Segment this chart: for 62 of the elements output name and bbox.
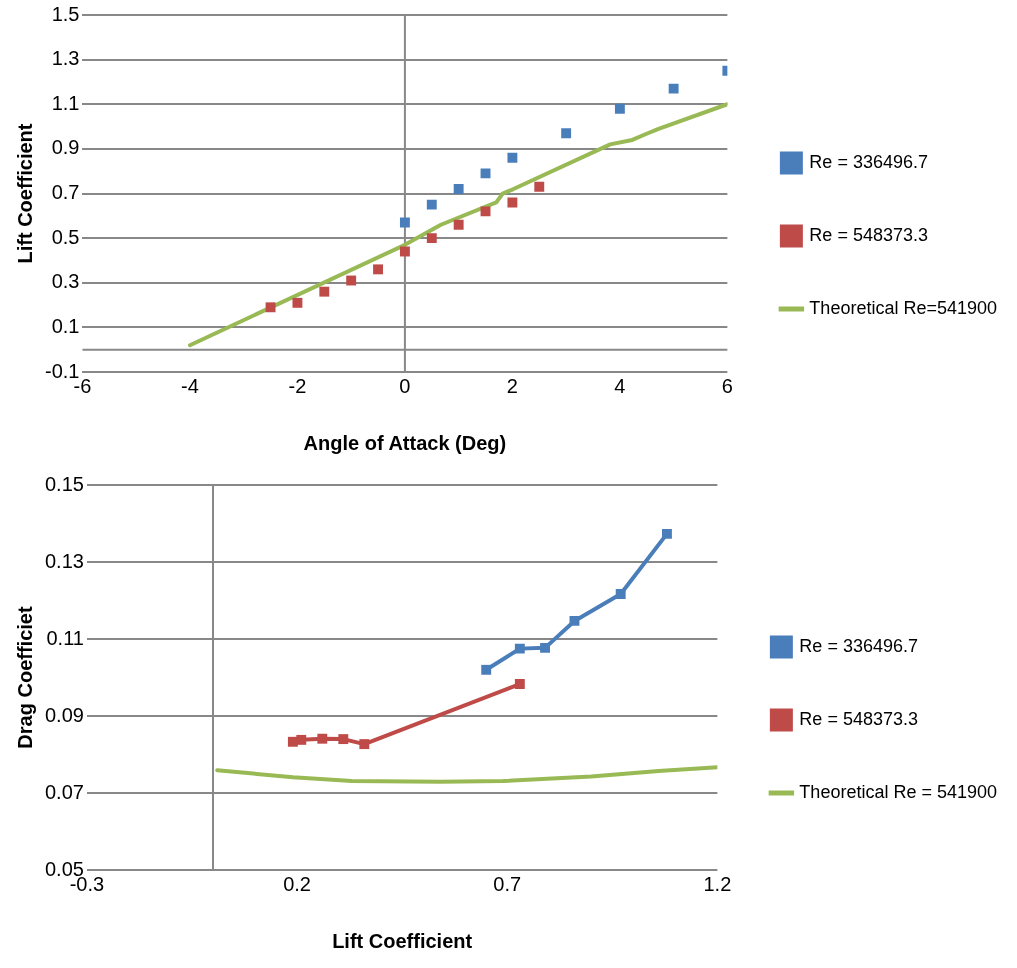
point: [426, 199, 437, 210]
point: [399, 246, 410, 257]
point: [292, 297, 303, 308]
point: [296, 734, 307, 745]
y-tick-label: 0.09: [44, 703, 84, 726]
y-tick-label: 0.11: [46, 626, 84, 649]
point: [481, 664, 492, 675]
point: [615, 589, 626, 599]
point: [399, 217, 410, 228]
y-tick-label: 1.5: [51, 2, 80, 25]
y-tick-label: 0.9: [51, 136, 80, 159]
y-axis-title: Drag Coefficiet: [13, 606, 36, 749]
point: [480, 168, 491, 179]
x-tick-label: 4: [614, 374, 626, 397]
point: [569, 615, 580, 626]
legend-label: Re = 548373.3: [799, 708, 918, 729]
x-axis-title: Lift Coefficient: [332, 929, 473, 952]
x-axis-title: Angle of Attack (Deg): [303, 431, 507, 454]
point: [359, 739, 370, 750]
point: [540, 642, 550, 653]
point: [338, 734, 349, 745]
point: [480, 206, 491, 217]
x-tick-label: 0: [399, 374, 411, 397]
point: [661, 528, 672, 539]
legend-label: Theoretical Re = 541900: [799, 781, 998, 802]
x-tick-label: -2: [288, 374, 307, 397]
x-tick-label: 1.2: [703, 872, 732, 895]
x-tick-label: 0.7: [493, 872, 522, 895]
y-tick-label: 0.3: [51, 270, 80, 293]
legend-label: Re = 336496.7: [799, 635, 918, 656]
point: [507, 152, 518, 163]
y-axis-title: Lift Coefficient: [13, 123, 36, 264]
point: [514, 679, 525, 689]
x-tick-label: 6: [721, 374, 733, 397]
x-tick-label: -4: [181, 374, 199, 397]
x-tick-label: 0.2: [283, 872, 311, 895]
y-tick-label: 0.1: [51, 314, 80, 337]
point: [346, 275, 357, 286]
point: [614, 103, 625, 114]
y-tick-label: 0.07: [44, 780, 84, 803]
legend-label: Theoretical Re=541900: [809, 297, 998, 318]
point: [561, 128, 572, 139]
y-tick-label: 1.3: [51, 47, 80, 70]
point: [534, 181, 545, 192]
point: [507, 197, 518, 208]
point: [668, 83, 679, 94]
point: [373, 264, 383, 275]
point: [453, 219, 464, 230]
y-tick-label: 0.15: [44, 472, 84, 495]
y-tick-label: 1.1: [51, 91, 80, 114]
point: [426, 233, 437, 244]
point: [453, 184, 464, 194]
legend-label: Re = 336496.7: [809, 151, 928, 172]
point: [319, 286, 330, 297]
x-tick-label: 2: [506, 374, 518, 397]
y-tick-label: 0.13: [44, 549, 84, 572]
legend-label: Re = 548373.3: [809, 224, 928, 245]
point: [317, 733, 328, 744]
y-tick-label: 0.5: [51, 225, 80, 248]
y-tick-label: 0.7: [51, 181, 80, 204]
point: [514, 643, 525, 654]
point: [265, 302, 276, 313]
